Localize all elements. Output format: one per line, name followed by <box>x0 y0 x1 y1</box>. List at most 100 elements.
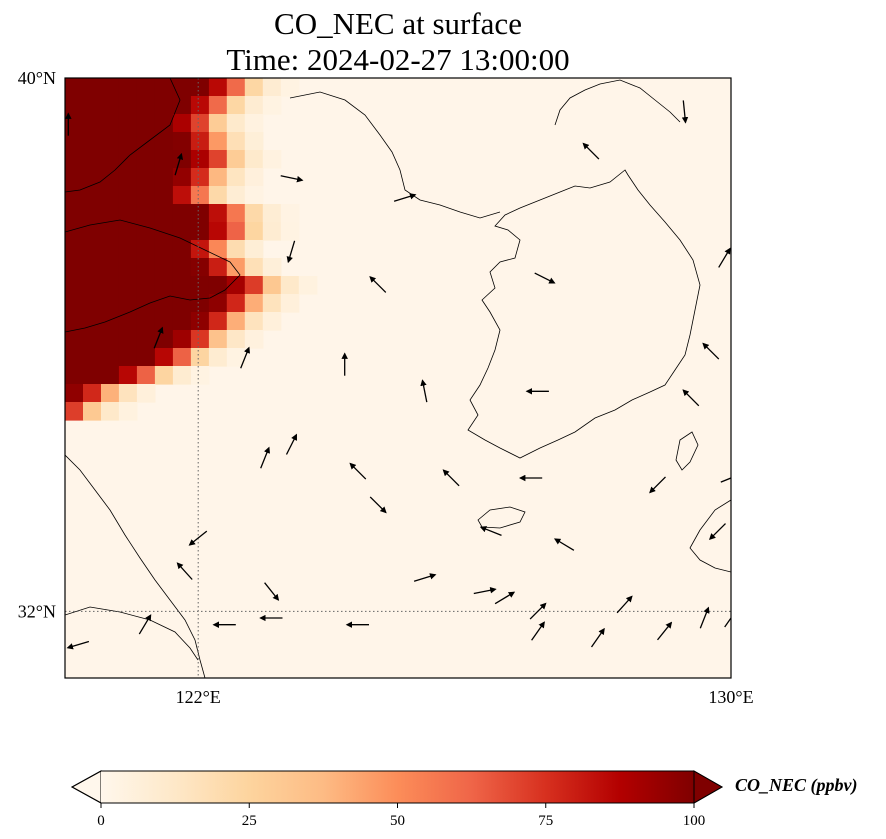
concentration-cell <box>83 402 102 421</box>
concentration-cell <box>172 186 192 205</box>
concentration-cell <box>83 168 102 187</box>
concentration-cell <box>172 240 192 259</box>
concentration-cell <box>190 222 210 241</box>
concentration-cell <box>136 312 156 331</box>
concentration-cell <box>101 312 120 331</box>
colorbar-tick-label: 25 <box>242 813 257 829</box>
concentration-cell <box>154 168 174 187</box>
concentration-cell <box>244 276 264 295</box>
concentration-cell <box>190 348 210 367</box>
concentration-cell <box>172 78 192 97</box>
concentration-cell <box>244 222 264 241</box>
concentration-cell <box>244 132 264 151</box>
concentration-cell <box>83 222 102 241</box>
concentration-cell <box>190 330 210 349</box>
concentration-cell <box>208 258 228 277</box>
concentration-cell <box>65 312 84 331</box>
concentration-cell <box>172 222 192 241</box>
wind-arrow <box>174 152 184 176</box>
colorbar-tick-label: 0 <box>97 813 105 829</box>
concentration-cell <box>83 348 102 367</box>
concentration-cell <box>244 240 264 259</box>
concentration-cell <box>172 96 192 115</box>
concentration-cell <box>244 168 264 187</box>
concentration-cell <box>65 402 84 421</box>
concentration-cell <box>65 348 84 367</box>
concentration-cell <box>172 114 192 133</box>
concentration-cell <box>65 240 84 259</box>
concentration-cell <box>262 258 282 277</box>
concentration-cell <box>172 204 192 223</box>
wind-arrow <box>240 346 250 369</box>
concentration-cell <box>154 258 174 277</box>
concentration-cell <box>136 330 156 349</box>
colorbar-label: CO_NEC (ppbv) <box>735 775 858 796</box>
concentration-cell <box>208 132 228 151</box>
x-tick-label-122e: 122°E <box>176 687 221 707</box>
concentration-cell <box>101 204 120 223</box>
concentration-cell <box>244 330 264 349</box>
chart-title: CO_NEC at surface <box>274 6 522 41</box>
coastline-tsushima <box>675 431 699 471</box>
concentration-cell <box>244 78 264 97</box>
concentration-cell <box>83 366 102 385</box>
concentration-cell <box>101 402 120 421</box>
concentration-cell <box>190 294 210 313</box>
concentration-cell <box>101 258 120 277</box>
wind-arrow <box>285 433 297 455</box>
concentration-cell <box>154 96 174 115</box>
wind-arrow <box>531 621 545 641</box>
concentration-cell <box>208 168 228 187</box>
concentration-cell <box>154 240 174 259</box>
concentration-cell <box>226 168 246 187</box>
concentration-cell <box>118 384 138 403</box>
wind-arrow <box>393 193 417 202</box>
concentration-cell <box>65 186 84 205</box>
concentration-cell <box>244 150 264 169</box>
concentration-cell <box>136 222 156 241</box>
concentration-cell <box>83 276 102 295</box>
concentration-cell <box>244 204 264 223</box>
concentration-cell <box>208 186 228 205</box>
concentration-cell <box>65 330 84 349</box>
concentration-cell <box>226 114 246 133</box>
concentration-cell <box>118 402 138 421</box>
concentration-cell <box>83 204 102 223</box>
concentration-cell <box>136 96 156 115</box>
concentration-cell <box>65 204 84 223</box>
concentration-cell <box>208 96 228 115</box>
colorbar: 0 25 50 75 100 CO_NEC (ppbv) <box>70 770 858 829</box>
concentration-cell <box>226 348 246 367</box>
concentration-cell <box>280 276 300 295</box>
concentration-cell <box>118 312 138 331</box>
wind-arrow <box>681 100 689 124</box>
concentration-cell <box>298 276 318 295</box>
concentration-cell <box>118 186 138 205</box>
concentration-cell <box>262 96 282 115</box>
concentration-cell <box>154 114 174 133</box>
wind-arrow <box>649 476 666 494</box>
concentration-cell <box>190 240 210 259</box>
concentration-cell <box>136 150 156 169</box>
concentration-cell <box>208 294 228 313</box>
concentration-cell <box>154 132 174 151</box>
concentration-cell <box>118 114 138 133</box>
wind-arrow <box>369 496 387 514</box>
concentration-cell <box>118 294 138 313</box>
concentration-cell <box>280 204 300 223</box>
concentration-cell <box>226 78 246 97</box>
concentration-cell <box>172 150 192 169</box>
concentration-cell <box>154 312 174 331</box>
coastline-korea-west <box>467 169 701 459</box>
concentration-cell <box>83 150 102 169</box>
concentration-cell <box>172 312 192 331</box>
concentration-cell <box>118 78 138 97</box>
concentration-cell <box>208 312 228 331</box>
wind-arrow <box>582 142 600 160</box>
wind-arrow <box>534 272 556 284</box>
concentration-cell <box>101 366 120 385</box>
concentration-cell <box>280 222 300 241</box>
concentration-cell <box>101 114 120 133</box>
concentration-cell <box>118 150 138 169</box>
